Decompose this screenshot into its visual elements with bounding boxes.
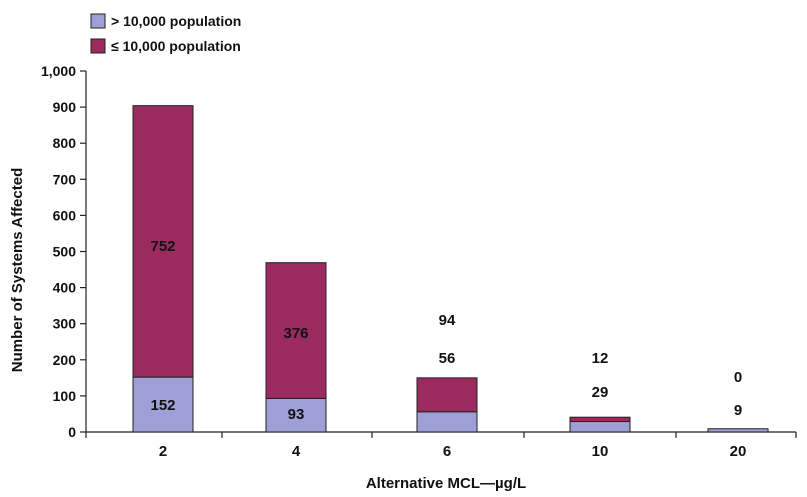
y-tick-label-3: 300 <box>53 316 77 332</box>
y-tick-label-1: 100 <box>53 388 77 404</box>
data-label-upper-20: 0 <box>734 369 742 386</box>
data-label-lower-10: 29 <box>592 384 609 401</box>
y-tick-label-2: 200 <box>53 352 77 368</box>
data-label-lower-2: 152 <box>150 397 175 414</box>
legend-label-1: ≤ 10,000 population <box>111 38 241 54</box>
x-tick-label-0: 2 <box>159 443 167 460</box>
y-tick-label-7: 700 <box>53 171 77 187</box>
y-tick-label-5: 500 <box>53 244 77 260</box>
bar-20-series-0 <box>707 428 769 433</box>
legend: > 10,000 population ≤ 10,000 population <box>90 13 241 54</box>
y-tick-label-0: 0 <box>68 424 76 440</box>
x-tick-label-1: 4 <box>292 443 301 460</box>
bar-4-series-0 <box>265 397 327 433</box>
bars <box>132 105 769 433</box>
data-label-lower-20: 9 <box>734 402 742 419</box>
legend-swatch-0 <box>90 13 106 29</box>
y-tick-label-8: 800 <box>53 135 77 151</box>
x-tick-label-2: 6 <box>443 443 451 460</box>
data-label-lower-6: 56 <box>439 350 456 367</box>
bar-2-series-1 <box>132 105 194 378</box>
y-axis: 0 100 200 300 400 500 600 700 800 900 1,000 <box>41 63 87 440</box>
y-tick-label-6: 600 <box>53 207 77 223</box>
data-label-upper-6: 94 <box>439 312 456 329</box>
x-tick-label-3: 10 <box>592 443 609 460</box>
bar-6-series-0 <box>416 411 478 433</box>
y-tick-label-9: 900 <box>53 99 77 115</box>
y-axis-title: Number of Systems Affected <box>9 168 26 373</box>
x-tick-label-4: 20 <box>730 443 747 460</box>
data-labels: 152 752 93 376 56 94 29 12 9 0 <box>150 238 742 423</box>
bar-10-series-0 <box>569 421 631 433</box>
bar-4-series-1 <box>265 262 327 399</box>
data-label-lower-4: 93 <box>288 406 305 423</box>
y-tick-label-4: 400 <box>53 280 77 296</box>
y-tick-label-10: 1,000 <box>41 63 76 79</box>
legend-swatch-1 <box>90 38 106 54</box>
x-axis-title: Alternative MCL—µg/L <box>366 475 526 492</box>
data-label-upper-2: 752 <box>150 238 175 255</box>
data-label-upper-4: 376 <box>283 325 308 342</box>
legend-label-0: > 10,000 population <box>111 13 241 29</box>
data-label-upper-10: 12 <box>592 350 609 367</box>
x-axis: 2 4 6 10 20 <box>85 431 797 460</box>
bar-10-series-1 <box>569 416 631 423</box>
bar-6-series-1 <box>416 377 478 413</box>
